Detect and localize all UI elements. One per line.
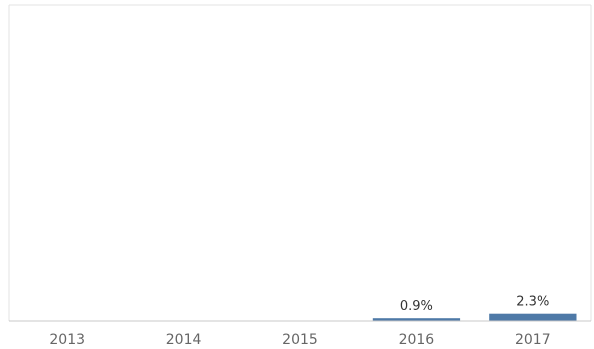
x-tick-label-2015: 2015 (282, 332, 318, 348)
x-tick-labels-group: 2013 2014 2015 2016 2017 (49, 332, 550, 348)
x-tick-label-2017: 2017 (515, 332, 551, 348)
data-labels-group: 0.9% 2.3% (400, 295, 549, 315)
bar-2016[interactable] (372, 318, 461, 321)
bar-2017[interactable] (489, 313, 577, 321)
x-tick-label-2014: 2014 (166, 332, 202, 348)
plot-frame (8, 4, 592, 321)
data-label-2016: 0.9% (400, 299, 433, 314)
data-label-2017: 2.3% (516, 295, 549, 310)
x-tick-label-2016: 2016 (399, 332, 435, 348)
x-tick-label-2013: 2013 (49, 332, 85, 348)
bars-group (372, 313, 577, 321)
